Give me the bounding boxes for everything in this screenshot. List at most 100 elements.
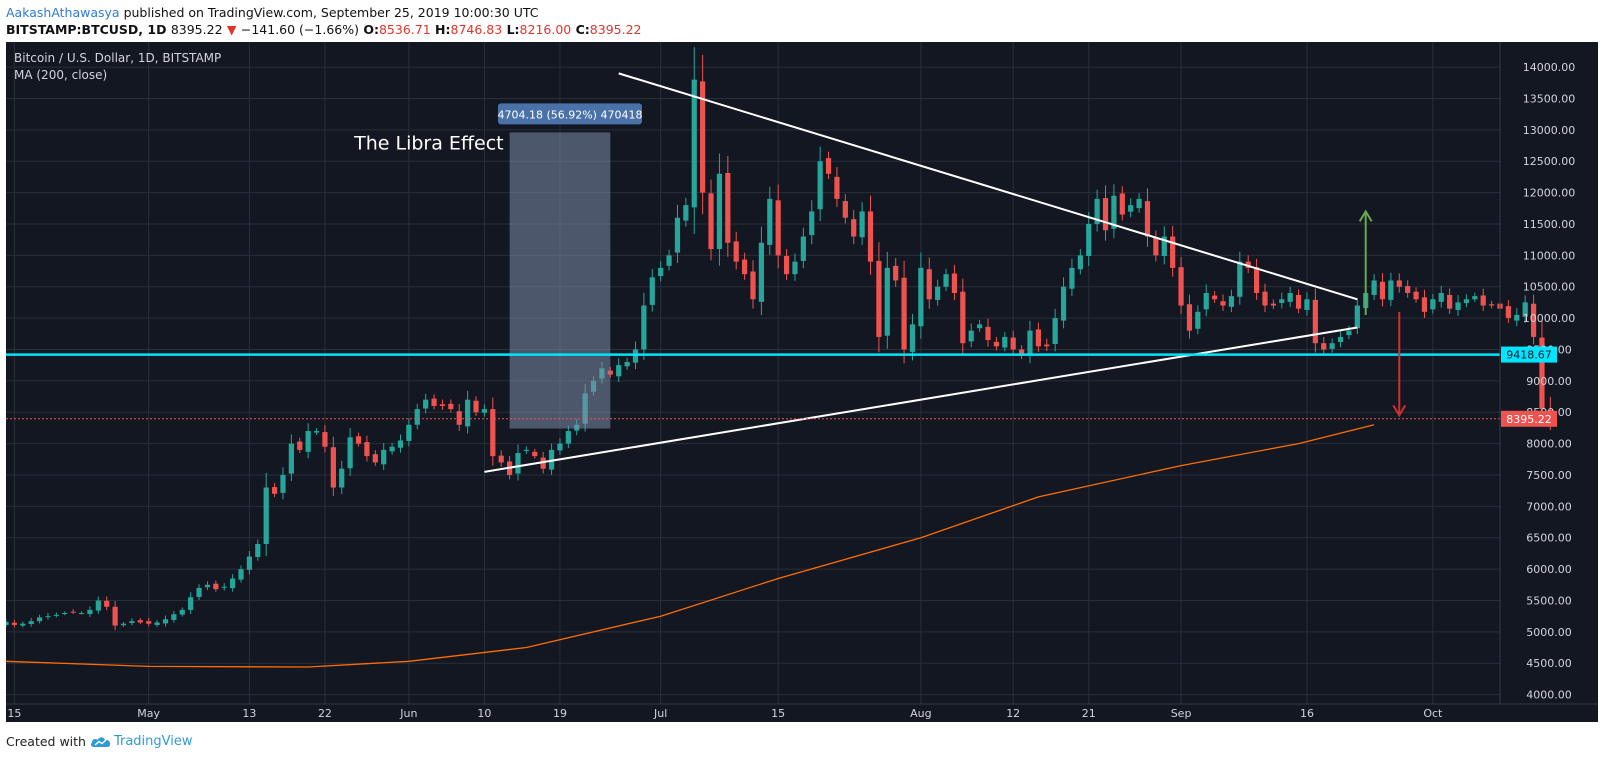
candle: [6, 621, 9, 626]
y-tick-label: 5500.00: [1526, 594, 1572, 607]
candle: [423, 399, 429, 409]
candle: [1379, 281, 1386, 300]
tradingview-brand-link[interactable]: TradingView: [113, 734, 193, 749]
libra-effect-label: The Libra Effect: [353, 132, 503, 154]
candle: [1270, 303, 1276, 306]
candle: [70, 611, 76, 613]
candle: [53, 614, 59, 616]
axes: 4000.00 4500.00 5000.00 5500.00 6000.00 6500.…: [6, 42, 1598, 720]
candle: [389, 446, 395, 452]
candle: [893, 265, 899, 281]
candle: [943, 274, 949, 287]
last-price-tag-bg: [1501, 410, 1557, 427]
candle: [120, 623, 127, 626]
x-tick-label: 22: [318, 707, 332, 720]
change-arrow-icon: ▼: [226, 22, 237, 37]
candle: [288, 443, 294, 474]
candle: [842, 201, 848, 218]
candle: [230, 578, 236, 589]
author-link[interactable]: AakashAthawasya: [6, 5, 120, 20]
candle: [1455, 302, 1461, 310]
candle: [968, 330, 974, 342]
candle: [347, 437, 353, 469]
candle: [62, 613, 68, 615]
candle: [859, 211, 865, 238]
candle: [188, 597, 194, 610]
candle: [666, 255, 672, 266]
candle: [725, 173, 731, 243]
candle: [1472, 296, 1478, 300]
candle: [540, 457, 546, 469]
candle: [1161, 236, 1167, 257]
candle: [339, 468, 345, 488]
candle: [926, 269, 932, 300]
candle: [1086, 223, 1092, 257]
candle: [456, 411, 462, 425]
candle: [884, 267, 890, 336]
ma-indicator-label[interactable]: MA (200, close): [14, 68, 107, 82]
candle: [95, 600, 101, 611]
symbol-info: BITSTAMP:BTCUSD, 1D 8395.22 ▼ −141.60 (−…: [6, 22, 642, 37]
candle: [1220, 301, 1226, 306]
candle: [171, 614, 177, 620]
candle: [775, 200, 781, 256]
candle: [1178, 267, 1184, 306]
candle: [406, 424, 412, 441]
published-text: published on TradingView.com, September …: [123, 5, 539, 20]
candle: [1027, 330, 1033, 356]
candle: [1002, 336, 1008, 348]
candle: [557, 443, 563, 451]
candle: [1094, 198, 1100, 224]
y-tick-label: 13000.00: [1523, 124, 1576, 137]
candle: [1044, 344, 1050, 347]
candle: [255, 543, 261, 557]
tradingview-cloud-icon: [90, 736, 111, 747]
candle: [1337, 336, 1344, 342]
low-value: 8216.00: [519, 22, 572, 37]
x-tick-label: Sep: [1171, 707, 1192, 720]
x-tick-label: 15: [771, 707, 785, 720]
candle: [1539, 337, 1545, 410]
candle: [20, 623, 26, 626]
x-tick-label: Oct: [1423, 707, 1443, 720]
candle: [1480, 295, 1486, 306]
candle: [1489, 304, 1495, 306]
last-price-tag: 8395.22: [1506, 413, 1552, 426]
candle: [985, 326, 991, 341]
candle: [683, 205, 689, 221]
candle: [909, 324, 916, 352]
candle: [78, 613, 85, 615]
high-value: 8746.83: [450, 22, 503, 37]
candle: [11, 622, 17, 625]
price-change: −141.60 (−1.66%): [240, 22, 359, 37]
candle: [1228, 296, 1235, 307]
candles: [6, 47, 1553, 631]
y-tick-label: 11500.00: [1523, 218, 1576, 231]
y-tick-label: 7000.00: [1526, 500, 1572, 513]
candle: [691, 79, 697, 208]
candle: [1421, 297, 1428, 312]
candle: [154, 622, 160, 625]
y-tick-label: 5000.00: [1526, 626, 1572, 639]
candle: [658, 267, 664, 276]
candle: [1153, 237, 1159, 256]
candle: [1514, 314, 1520, 321]
candle: [204, 584, 211, 588]
candle: [1346, 330, 1352, 336]
x-tick-label: 15: [7, 707, 21, 720]
y-tick-label: 11000.00: [1523, 249, 1576, 262]
candle: [935, 286, 941, 300]
candle: [490, 409, 496, 457]
support-price-tag: 9418.67: [1506, 349, 1552, 362]
chart-background: [6, 42, 1598, 722]
y-tick-label: 13500.00: [1523, 92, 1576, 105]
y-tick-label: 7500.00: [1526, 469, 1572, 482]
range-label-bg: [497, 103, 642, 125]
x-tick-label: 16: [1300, 707, 1314, 720]
candle: [758, 242, 764, 302]
x-tick-label: 12: [1006, 707, 1020, 720]
created-with-text: Created with: [6, 734, 86, 749]
x-tick-label: May: [137, 707, 160, 720]
candle: [700, 81, 706, 193]
